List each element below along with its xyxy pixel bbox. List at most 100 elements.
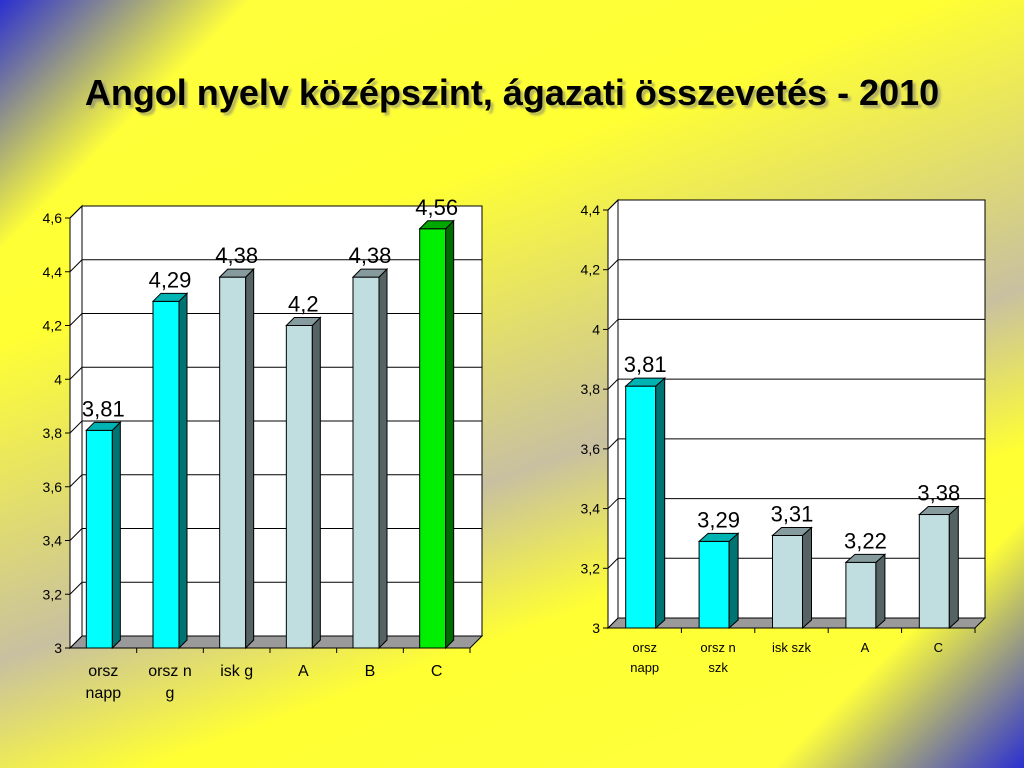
c0-data-label: 4,38 [215, 243, 258, 268]
c0-data-label: 4,29 [149, 267, 192, 292]
c0-y-tick-label: 3,8 [43, 425, 63, 441]
c1-bar-top [917, 506, 960, 516]
c1-data-label: 3,81 [624, 352, 667, 377]
c1-category-label: A [861, 640, 870, 655]
c1-category-label: orsz n szk [700, 640, 735, 675]
c0-y-tick-label: 4,6 [43, 210, 63, 226]
c1-bar-side [948, 505, 959, 630]
c1-data-label: 3,31 [771, 501, 814, 526]
c1-bar-top [844, 553, 887, 563]
c1-bar-top [624, 377, 667, 387]
c0-bar [218, 267, 255, 650]
c1-category-label-line: orsz [632, 640, 657, 655]
c0-category-label: B [365, 663, 376, 680]
c0-bar-top [218, 268, 255, 278]
c1-gridline-side [607, 438, 619, 450]
c1-data-label: 3,38 [917, 481, 960, 506]
c0-category-label-line: isk g [220, 663, 253, 680]
c1-gridline-side [607, 378, 619, 390]
c1-category-label-line: szk [708, 660, 728, 675]
c0-data-label: 3,81 [82, 396, 125, 421]
c1-bar [917, 505, 960, 630]
c1-bar [697, 532, 740, 630]
c1-bar-front [918, 514, 950, 629]
c0-bar-top [351, 268, 389, 278]
c0-bar-top [285, 317, 322, 326]
c0-gridline-side [69, 205, 83, 219]
c0-gridline-side [69, 474, 83, 488]
c1-y-tick-label: 3,8 [581, 381, 601, 397]
c0-y-tick-label: 3,2 [43, 586, 63, 602]
c0-y-tick-label: 3,6 [43, 479, 63, 495]
c0-gridline-side [69, 259, 83, 273]
c1-bar-side [655, 377, 666, 630]
c1-bar [844, 553, 887, 630]
c0-data-label: 4,2 [288, 292, 319, 317]
c1-data-label: 3,29 [697, 507, 740, 532]
c0-bar [151, 292, 189, 650]
c1-bar-top [697, 532, 740, 542]
c0-category-label-line: A [298, 663, 309, 680]
c1-bar [624, 377, 667, 630]
c0-category-label-line: napp [86, 685, 122, 702]
c0-bar-front [85, 429, 113, 649]
c1-category-label-line: isk szk [772, 640, 812, 655]
c0-bar-front [352, 276, 380, 649]
c0-bar [285, 316, 322, 650]
c0-y-tick-label: 4,2 [43, 318, 63, 334]
c1-gridline-side [607, 199, 619, 211]
c1-y-tick-label: 4,4 [581, 202, 601, 218]
c0-gridline-side [69, 528, 83, 541]
c0-category-label-line: orsz [88, 663, 118, 680]
c1-bar [771, 526, 813, 630]
c0-category-label-line: g [166, 685, 175, 702]
c1-category-label: isk szk [772, 640, 812, 655]
c0-category-label-line: B [365, 663, 376, 680]
c0-category-label-line: C [431, 663, 443, 680]
c0-category-label: A [298, 663, 309, 680]
c1-gridline-side [607, 319, 619, 330]
c0-bar-top [151, 292, 189, 302]
c0-y-tick-label: 4,4 [43, 264, 63, 280]
c1-bar-front [845, 561, 877, 629]
c1-category-label-line: napp [630, 660, 659, 675]
c0-category-label-line: orsz n [148, 663, 192, 680]
c1-category-label: C [934, 640, 943, 655]
c0-bar [418, 219, 455, 650]
c1-data-label: 3,22 [844, 528, 887, 553]
c1-y-tick-label: 4,2 [581, 262, 601, 278]
c1-bar-side [728, 532, 739, 630]
c0-y-tick-label: 3 [54, 640, 62, 656]
c0-category-label: C [431, 663, 443, 680]
c1-gridline-side [607, 498, 619, 509]
c0-bar-top [418, 220, 455, 230]
c0-category-label: orsz n g [148, 663, 192, 702]
c1-category-label-line: C [934, 640, 943, 655]
c1-y-tick-label: 4 [592, 321, 600, 337]
c0-gridline-side [69, 420, 83, 434]
c0-category-label: orsz napp [86, 663, 122, 702]
c1-y-tick-label: 3,4 [581, 501, 601, 517]
c0-gridline-side [69, 581, 83, 595]
c0-bar-front [219, 276, 247, 649]
c1-bar-top [771, 526, 813, 536]
c1-bar-side [875, 553, 886, 630]
slide-title: Angol nyelv középszint, ágazati összevet… [84, 72, 940, 113]
c1-bar-side [802, 526, 812, 630]
c0-bar [351, 267, 389, 650]
c1-y-tick-label: 3,2 [581, 560, 601, 576]
c1-gridline-side [607, 557, 619, 569]
c0-bar [85, 421, 122, 650]
c1-gridline-side [607, 259, 619, 271]
c0-category-label: isk g [220, 663, 253, 680]
c1-bar-front [772, 534, 803, 629]
c1-category-label-line: A [861, 640, 870, 655]
c0-data-label: 4,56 [415, 195, 458, 220]
c1-bar-front [625, 385, 657, 629]
c0-y-tick-label: 3,4 [43, 533, 63, 549]
c0-bar-top [85, 421, 122, 431]
c0-gridline-side [69, 366, 83, 380]
c0-bar-front [419, 228, 447, 649]
